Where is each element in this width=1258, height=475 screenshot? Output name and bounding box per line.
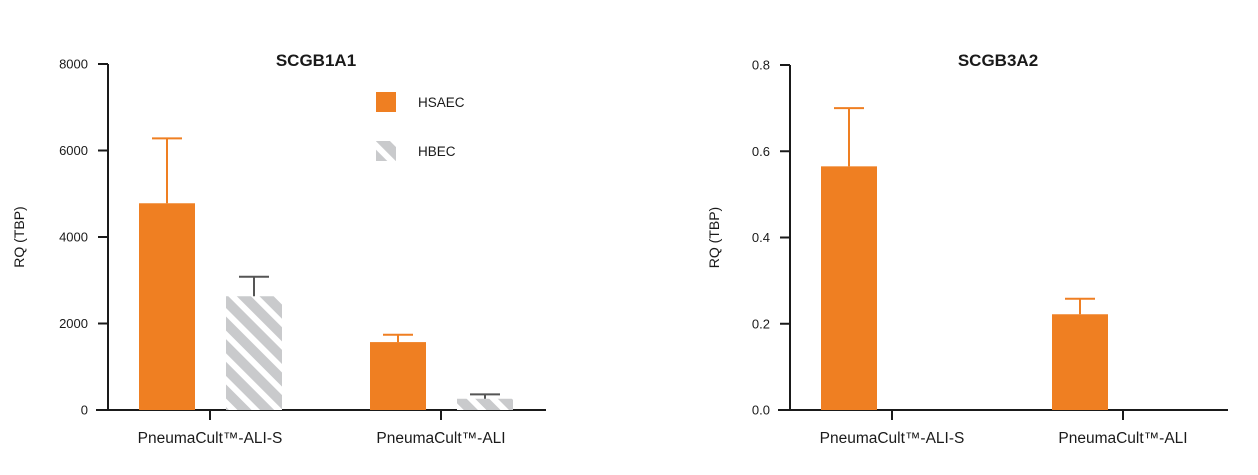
y-axis-label: RQ (TBP)	[11, 206, 27, 267]
y-tick-label: 0.4	[752, 230, 770, 245]
y-tick-label: 0.8	[752, 58, 770, 73]
y-axis-label: RQ (TBP)	[706, 207, 722, 268]
y-tick-label: 0.2	[752, 316, 770, 331]
bar-hsaec-1	[370, 342, 426, 410]
bar-hbec-1	[457, 398, 513, 410]
y-tick-label: 2000	[59, 316, 88, 331]
legend-swatch-hbec	[376, 141, 396, 161]
bar-series-0	[821, 166, 877, 410]
y-tick-label: 8000	[59, 57, 88, 72]
x-tick-label: PneumaCult™-ALI	[1058, 430, 1187, 447]
bar-hbec-0	[226, 296, 282, 410]
x-tick-label: PneumaCult™-ALI-S	[820, 430, 965, 447]
chart-title: SCGB1A1	[276, 51, 356, 70]
legend-swatch-hsaec	[376, 92, 396, 112]
y-tick-label: 0.6	[752, 144, 770, 159]
x-tick-label: PneumaCult™-ALI-S	[138, 430, 283, 447]
chart-title: SCGB3A2	[958, 51, 1038, 70]
y-tick-label: 6000	[59, 143, 88, 158]
bar-hsaec-0	[139, 203, 195, 410]
chart-scgb3a2: SCGB3A2 RQ (TBP) 0.0 0.2 0.4 0.6 0.8 PneumaCult…	[706, 51, 1228, 447]
x-tick-label: PneumaCult™-ALI	[376, 430, 505, 447]
y-tick-label: 0	[81, 403, 88, 418]
legend-label-hbec: HBEC	[418, 144, 456, 159]
y-tick-label: 0.0	[752, 403, 770, 418]
y-tick-label: 4000	[59, 230, 88, 245]
chart-scgb1a1: SCGB1A1 RQ (TBP) 0 2000 4000 6000 8000 PneumaCu…	[11, 51, 546, 447]
bar-series-1	[1052, 314, 1108, 410]
legend-label-hsaec: HSAEC	[418, 95, 465, 110]
